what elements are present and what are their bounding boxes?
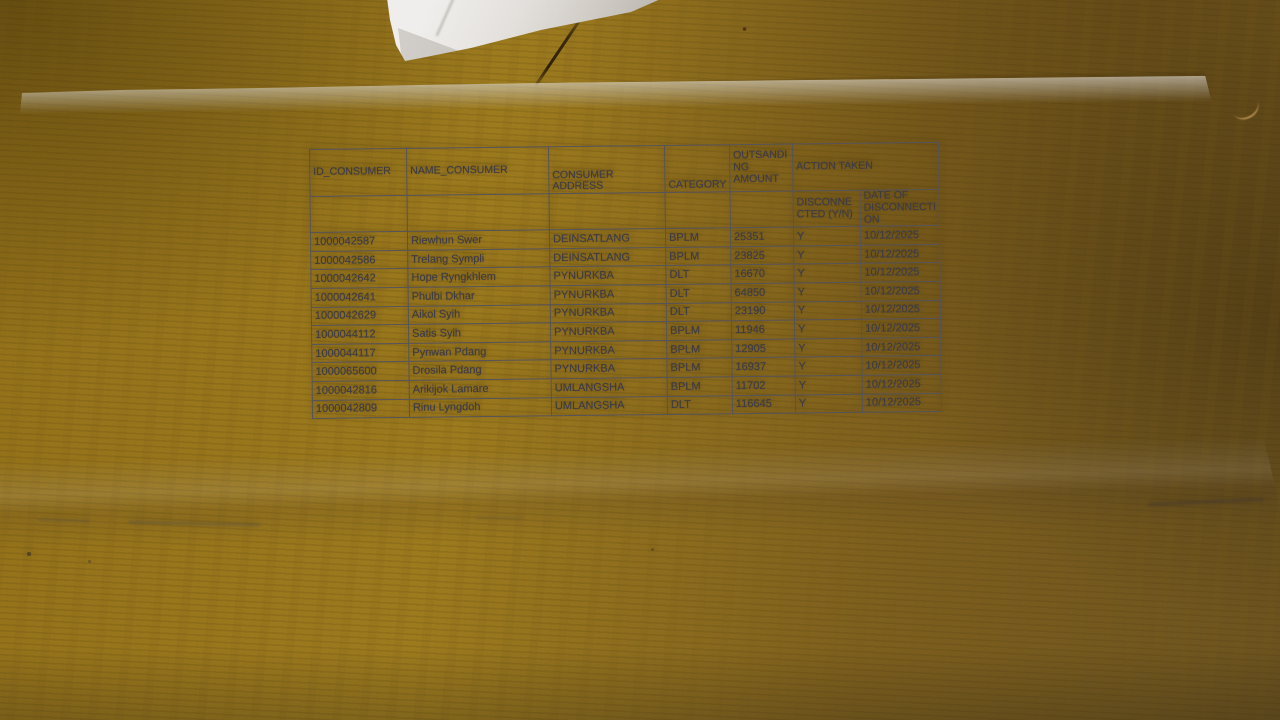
cell-date-of-disconnection: 10/12/2025 (860, 244, 941, 264)
cell-date-of-disconnection: 10/12/2025 (862, 392, 942, 413)
cell-category: BPLM (666, 358, 733, 378)
wood-knot-dot (742, 27, 747, 31)
cell-outstanding-amount: 16937 (731, 357, 796, 377)
cell-name-consumer: Trelang Sympli (407, 248, 550, 269)
cell-outstanding-amount: 11946 (731, 320, 795, 340)
cell-consumer-address: PYNURKBA (550, 284, 667, 305)
cell-disconnected: Y (795, 393, 863, 414)
ink-speck (651, 548, 654, 551)
cell-category: BPLM (665, 246, 731, 266)
col-header-id-consumer: ID_CONSUMER (309, 148, 408, 197)
cell-date-of-disconnection: 10/12/2025 (861, 355, 942, 376)
cell-date-of-disconnection: 10/12/2025 (861, 281, 941, 301)
cell-name-consumer: Pynwan Pdang (408, 341, 551, 362)
table-header-row: ID_CONSUMER NAME_CONSUMER CONSUMER ADDRE… (309, 142, 940, 197)
cell-date-of-disconnection: 10/12/2025 (861, 299, 941, 320)
cell-consumer-address: UMLANGSHA (551, 377, 668, 398)
col-header-name-consumer: NAME_CONSUMER (406, 146, 550, 196)
cell-date-of-disconnection: 10/12/2025 (860, 225, 940, 246)
cell-outstanding-amount: 64850 (731, 283, 795, 303)
cell-id-consumer: 1000044117 (311, 343, 409, 363)
cell-category: DLT (667, 395, 733, 415)
cell-date-of-disconnection: 10/12/2025 (861, 318, 941, 339)
cell-date-of-disconnection: 10/12/2025 (860, 262, 941, 283)
cell-category: DLT (666, 283, 732, 304)
cell-disconnected: Y (794, 282, 862, 302)
cell-disconnected: Y (793, 245, 861, 265)
cell-disconnected: Y (794, 300, 862, 321)
cell-outstanding-amount: 25351 (730, 227, 794, 247)
cell-disconnected: Y (793, 263, 862, 284)
cell-id-consumer: 1000065600 (311, 361, 410, 382)
cell-outstanding-amount: 12905 (731, 338, 795, 359)
empty-header-cell (665, 191, 731, 229)
cell-outstanding-amount: 23825 (730, 245, 794, 266)
col-header-outstanding-amount: OUTSANDI NG AMOUNT (729, 144, 793, 192)
col-header-date-of-disconnection: DATE OF DISCONNECTI ON (859, 189, 940, 227)
cell-date-of-disconnection: 10/12/2025 (861, 337, 942, 357)
cell-outstanding-amount: 23190 (731, 301, 795, 321)
col-header-disconnected: DISCONNE CTED (Y/N) (792, 190, 861, 228)
cell-consumer-address: PYNURKBA (550, 303, 667, 323)
cell-name-consumer: Riewhun Swer (407, 230, 550, 251)
paper-fold-crease (0, 434, 1280, 552)
cell-name-consumer: Phulbi Dkhar (408, 285, 551, 307)
cell-disconnected: Y (795, 375, 863, 395)
cell-id-consumer: 1000042586 (310, 250, 408, 270)
cell-consumer-address: DEINSATLANG (549, 247, 666, 268)
empty-header-cell (310, 195, 408, 233)
cell-disconnected: Y (794, 338, 862, 358)
ink-speck (27, 552, 31, 556)
cell-category: DLT (665, 265, 732, 285)
cell-id-consumer: 1000042641 (311, 287, 409, 308)
cell-outstanding-amount: 116645 (732, 394, 796, 414)
cell-category: BPLM (666, 339, 732, 359)
col-header-consumer-address: CONSUMER ADDRESS (548, 145, 666, 194)
cell-consumer-address: PYNURKBA (550, 321, 667, 342)
cell-id-consumer: 1000042809 (312, 398, 410, 419)
cell-id-consumer: 1000042587 (310, 231, 408, 252)
ink-speck (88, 560, 91, 563)
cell-date-of-disconnection: 10/12/2025 (862, 374, 942, 394)
cell-category: BPLM (666, 320, 732, 341)
cell-name-consumer: Rinu Lyngdoh (409, 397, 552, 418)
cell-consumer-address: UMLANGSHA (551, 396, 668, 416)
cell-outstanding-amount: 16670 (730, 264, 795, 284)
cell-disconnected: Y (794, 356, 863, 377)
col-header-action-taken: ACTION TAKEN (792, 142, 940, 192)
cell-outstanding-amount: 11702 (732, 376, 796, 396)
disconnection-list-table: ID_CONSUMER NAME_CONSUMER CONSUMER ADDRE… (309, 141, 943, 420)
cell-name-consumer: Drosila Pdang (408, 360, 552, 381)
cell-name-consumer: Aikol Syih (408, 304, 551, 325)
cell-consumer-address: PYNURKBA (549, 265, 667, 286)
cell-category: DLT (666, 302, 732, 322)
paper-crease-line (435, 0, 457, 37)
cell-name-consumer: Arikijok Lamare (409, 378, 552, 399)
cell-category: BPLM (665, 227, 731, 248)
cell-name-consumer: Hope Ryngkhlem (407, 267, 551, 288)
cell-id-consumer: 1000042629 (311, 306, 409, 326)
ink-smudge (476, 517, 522, 519)
cell-consumer-address: PYNURKBA (550, 340, 667, 361)
cell-consumer-address: PYNURKBA (550, 358, 668, 379)
cell-disconnected: Y (793, 226, 861, 246)
empty-header-cell (549, 192, 666, 231)
cell-name-consumer: Satis Syih (408, 322, 551, 344)
col-header-category: CATEGORY (664, 144, 730, 193)
cell-category: BPLM (667, 376, 733, 397)
empty-header-cell (729, 191, 794, 228)
cell-id-consumer: 1000042816 (312, 380, 410, 401)
cell-disconnected: Y (794, 319, 862, 339)
cell-id-consumer: 1000042642 (310, 268, 409, 289)
table-body: 1000042587 Riewhun Swer DEINSATLANG BPLM… (310, 225, 942, 419)
cell-consumer-address: DEINSATLANG (549, 228, 666, 249)
cell-id-consumer: 1000044112 (311, 324, 409, 345)
empty-header-cell (407, 193, 550, 232)
